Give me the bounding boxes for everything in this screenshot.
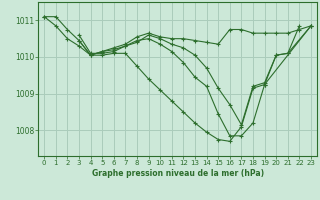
X-axis label: Graphe pression niveau de la mer (hPa): Graphe pression niveau de la mer (hPa) xyxy=(92,169,264,178)
